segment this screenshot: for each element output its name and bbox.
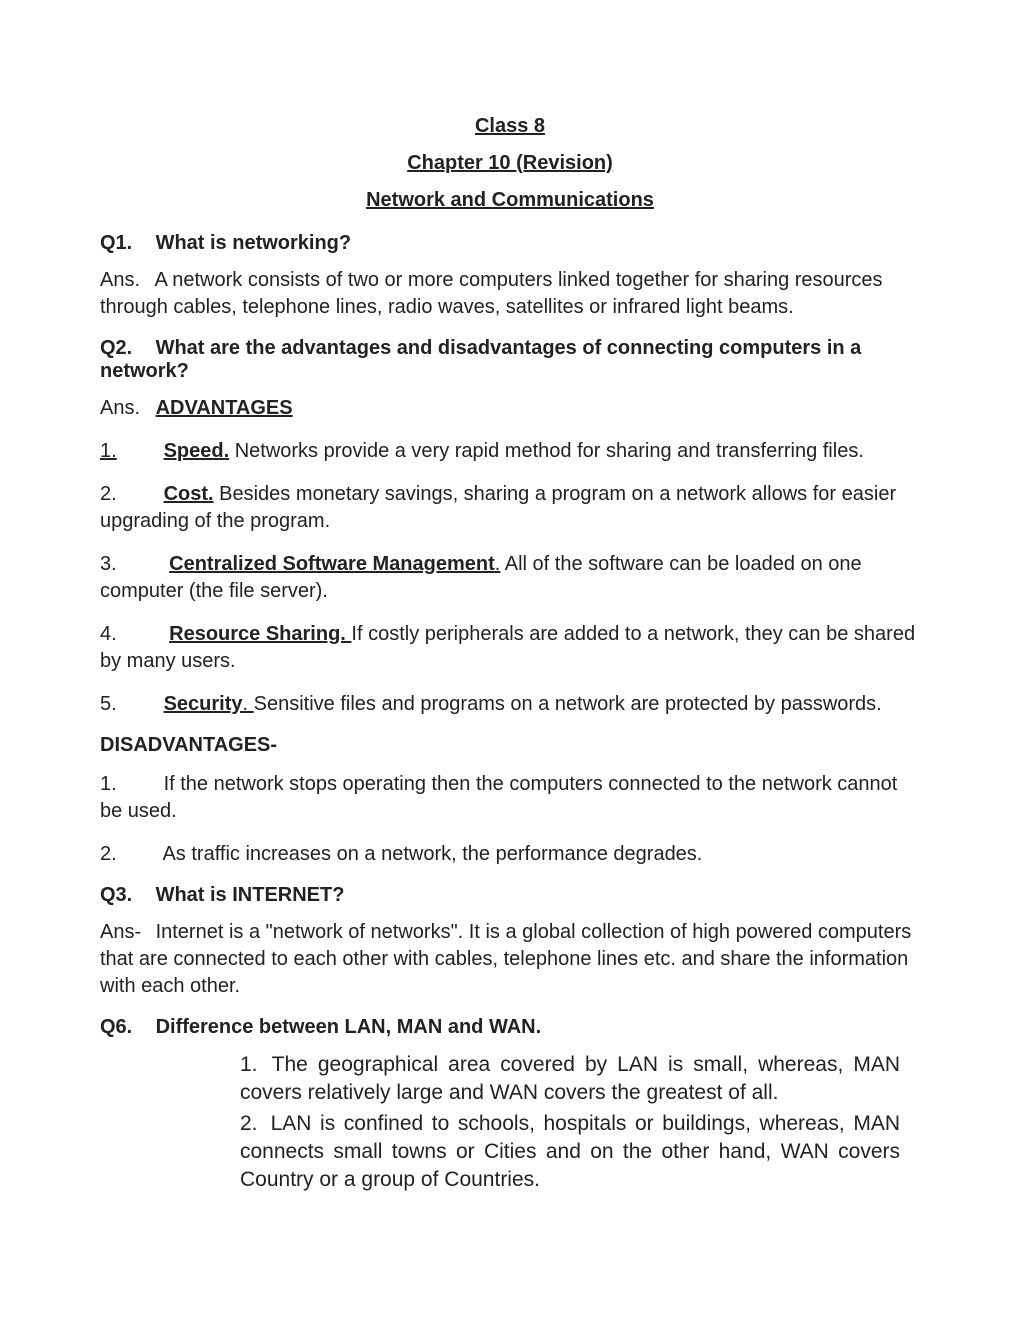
q2-adv-4-num: 4. (100, 621, 158, 648)
q2-adv-heading-text: ADVANTAGES (156, 397, 293, 419)
q6-item-2-text: LAN is confined to schools, hospitals or… (240, 1112, 900, 1192)
q1-question: Q1. What is networking? (100, 232, 920, 255)
q1-text: What is networking? (156, 232, 352, 254)
q2-adv-3-num: 3. (100, 551, 158, 578)
header-topic: Network and Communications (100, 189, 920, 212)
q6-item-2-num: 2. (240, 1110, 262, 1138)
q2-adv-1-num: 1. (100, 438, 158, 465)
q6-item-1-text: The geographical area covered by LAN is … (240, 1053, 900, 1104)
q2-adv-5-dot: . (243, 693, 254, 715)
q2-disadv-1-text: If the network stops operating then the … (100, 773, 897, 822)
q2-adv-1: 1. Speed. Networks provide a very rapid … (100, 438, 920, 465)
q3-text: What is INTERNET? (156, 884, 345, 906)
q2-disadv-1: 1. If the network stops operating then t… (100, 771, 920, 825)
q2-adv-2-num: 2. (100, 481, 158, 508)
q2-adv-5-title: Security (164, 693, 243, 715)
q2-label: Q2. (100, 337, 150, 360)
q3-answer: Ans- Internet is a "network of networks"… (100, 919, 920, 1000)
q2-disadv-2: 2. As traffic increases on a network, th… (100, 841, 920, 868)
q3-ans-label: Ans- (100, 919, 150, 946)
q2-adv-1-title: Speed. (164, 440, 230, 462)
q2-adv-1-text: Networks provide a very rapid method for… (229, 440, 864, 462)
q2-adv-4: 4. Resource Sharing. If costly periphera… (100, 621, 920, 675)
q2-adv-4-title: Resource Sharing. (169, 623, 351, 645)
q3-label: Q3. (100, 884, 150, 907)
q6-item-1: 1. The geographical area covered by LAN … (240, 1051, 920, 1108)
q1-ans-text: A network consists of two or more comput… (100, 269, 883, 318)
q6-question: Q6. Difference between LAN, MAN and WAN. (100, 1016, 920, 1039)
q3-ans-text: Internet is a "network of networks". It … (100, 921, 911, 997)
q2-question: Q2. What are the advantages and disadvan… (100, 337, 920, 383)
q2-disadv-1-num: 1. (100, 771, 158, 798)
q2-adv-2-title: Cost. (164, 483, 214, 505)
q2-disadv-2-num: 2. (100, 841, 158, 868)
q6-label: Q6. (100, 1016, 150, 1039)
q2-adv-3-title: Centralized Software Management (169, 553, 495, 575)
q2-adv-3: 3. Centralized Software Management. All … (100, 551, 920, 605)
q3-question: Q3. What is INTERNET? (100, 884, 920, 907)
q2-adv-5: 5. Security. Sensitive files and program… (100, 691, 920, 718)
q1-answer: Ans. A network consists of two or more c… (100, 267, 920, 321)
q2-adv-2: 2. Cost. Besides monetary savings, shari… (100, 481, 920, 535)
q1-ans-label: Ans. (100, 267, 150, 294)
q2-advantages-heading: Ans. ADVANTAGES (100, 395, 920, 422)
q6-list: 1. The geographical area covered by LAN … (240, 1051, 920, 1195)
header-class: Class 8 (100, 115, 920, 138)
header-chapter: Chapter 10 (Revision) (100, 152, 920, 175)
q6-item-1-num: 1. (240, 1051, 262, 1079)
q2-adv-5-num: 5. (100, 691, 158, 718)
q2-ans-label: Ans. (100, 395, 150, 422)
q6-item-2: 2. LAN is confined to schools, hospitals… (240, 1110, 920, 1195)
q2-disadv-heading: DISADVANTAGES- (100, 734, 920, 757)
q2-adv-5-text: Sensitive files and programs on a networ… (254, 693, 882, 715)
q2-adv-2-text: Besides monetary savings, sharing a prog… (100, 483, 896, 532)
q6-text: Difference between LAN, MAN and WAN. (156, 1016, 542, 1038)
q2-text: What are the advantages and disadvantage… (100, 337, 861, 382)
q1-label: Q1. (100, 232, 150, 255)
q2-disadv-2-text: As traffic increases on a network, the p… (162, 843, 702, 865)
